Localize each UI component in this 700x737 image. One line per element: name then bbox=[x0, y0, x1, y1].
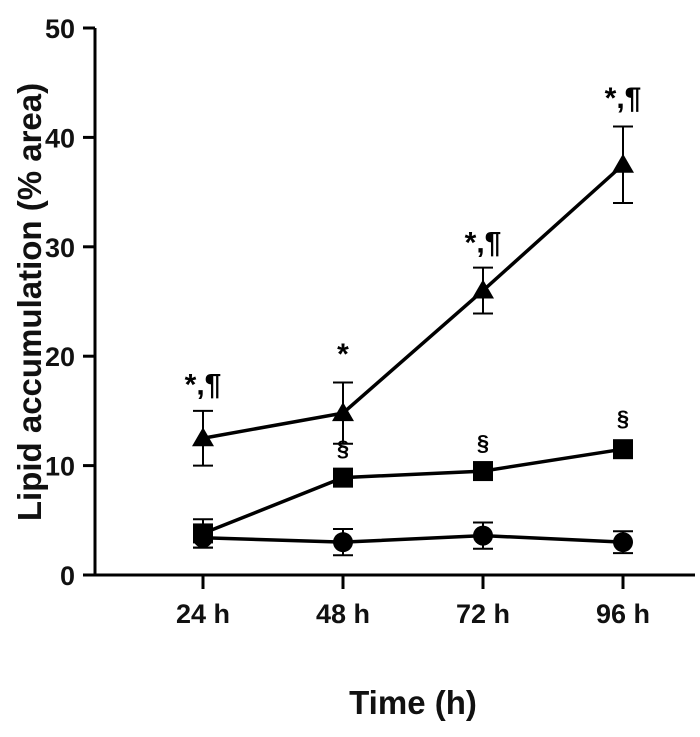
significance-annotation: § bbox=[477, 430, 489, 455]
x-axis-title: Time (h) bbox=[349, 684, 477, 721]
series-line-circle bbox=[202, 533, 624, 544]
data-point-square bbox=[333, 467, 353, 488]
significance-annotation: § bbox=[337, 436, 349, 461]
y-axis-title: Lipid accumulation (% area) bbox=[11, 83, 48, 521]
y-tick-label: 40 bbox=[45, 123, 75, 153]
significance-annotation: *,¶ bbox=[605, 82, 642, 115]
data-point-square bbox=[613, 439, 633, 460]
x-tick-label: 24 h bbox=[176, 599, 230, 629]
significance-annotation: * bbox=[337, 338, 349, 371]
series-line-triangle bbox=[202, 163, 625, 440]
x-tick-label: 48 h bbox=[316, 599, 370, 629]
y-tick-label: 0 bbox=[60, 561, 75, 591]
x-tick-label: 96 h bbox=[596, 599, 650, 629]
y-tick-label: 20 bbox=[45, 342, 75, 372]
series-circle bbox=[193, 521, 633, 557]
series-square bbox=[193, 439, 633, 549]
data-point-square bbox=[473, 461, 493, 482]
y-tick-label: 30 bbox=[45, 233, 75, 263]
data-point-circle bbox=[473, 525, 493, 546]
data-point-triangle bbox=[612, 153, 634, 173]
series-triangle bbox=[192, 125, 634, 467]
axes: 0 10 20 30 40 50 24 h 48 h 72 h 96 h bbox=[45, 14, 695, 629]
y-tick-label: 50 bbox=[45, 14, 75, 44]
series-line-square bbox=[202, 447, 624, 536]
y-tick-label: 10 bbox=[45, 452, 75, 482]
x-tick-label: 72 h bbox=[456, 599, 510, 629]
significance-annotation: *,¶ bbox=[185, 368, 222, 401]
significance-annotation: *,¶ bbox=[465, 226, 502, 259]
data-point-circle bbox=[333, 532, 353, 553]
significance-annotation: § bbox=[617, 406, 629, 431]
data-point-triangle bbox=[332, 402, 354, 422]
data-point-circle bbox=[193, 527, 213, 548]
data-point-triangle bbox=[472, 279, 494, 299]
data-point-circle bbox=[613, 532, 633, 553]
series-layer bbox=[192, 125, 634, 557]
annotations: *,¶ * *,¶ *,¶ § § § bbox=[185, 82, 642, 461]
data-point-triangle bbox=[192, 427, 214, 447]
